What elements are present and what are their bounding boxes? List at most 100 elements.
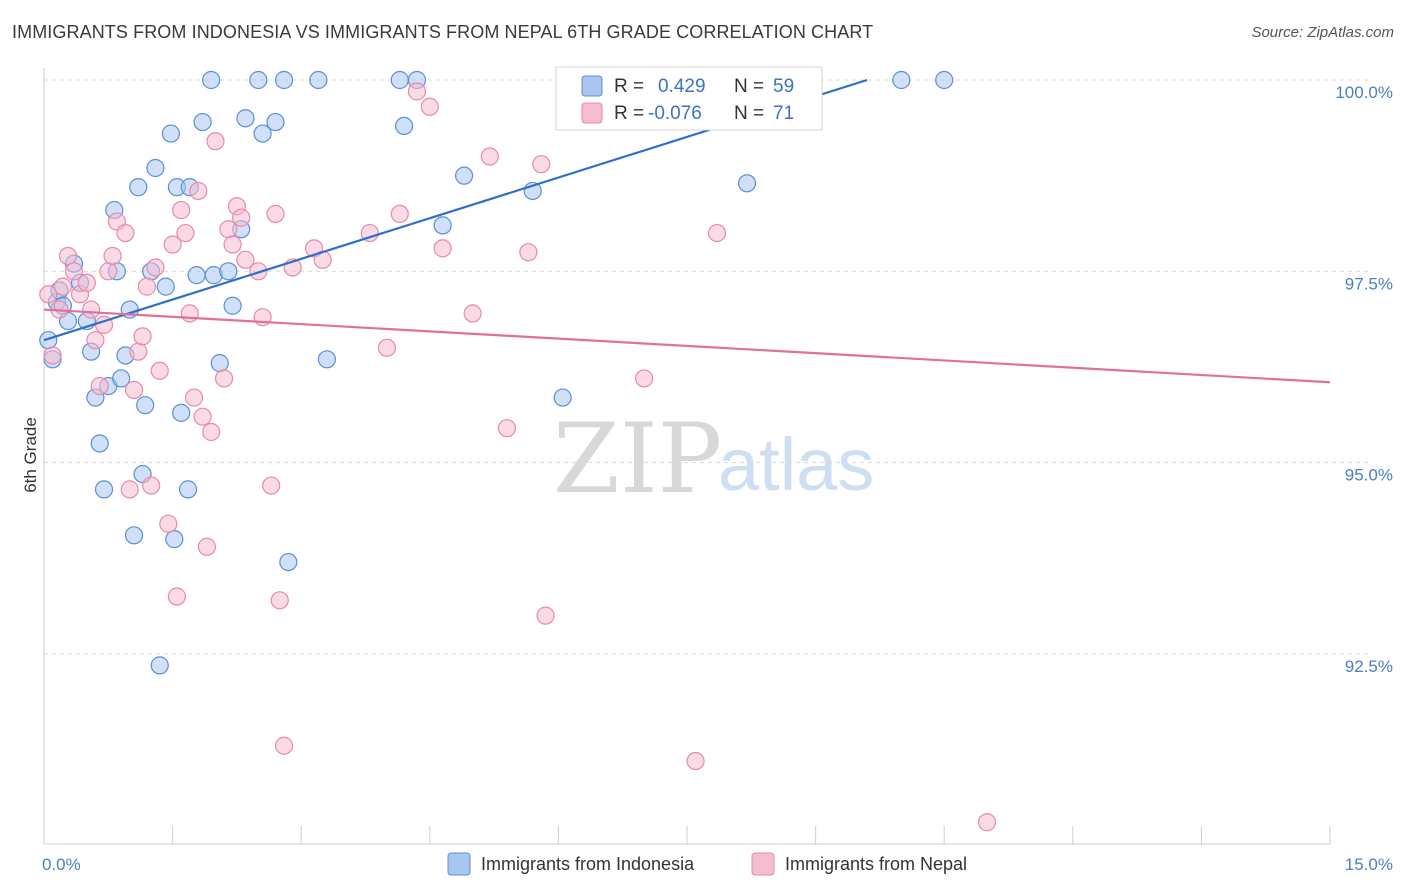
indonesia-point — [165, 530, 184, 549]
nepal-point — [202, 422, 221, 442]
indonesia-point — [394, 116, 414, 136]
y-tick-label: 97.5% — [1345, 274, 1393, 293]
nepal-point — [232, 208, 251, 227]
indonesia-point — [124, 526, 144, 545]
nepal-point — [53, 277, 72, 296]
nepal-point — [433, 239, 452, 258]
nepal-point — [236, 250, 255, 269]
grid-lines: 92.5% 95.0% 97.5% 100.0% — [44, 79, 1393, 676]
nepal-point — [82, 300, 101, 319]
indonesia-point — [309, 70, 328, 90]
indonesia-point — [454, 166, 474, 185]
indonesia-point — [279, 552, 298, 572]
indonesia-point — [156, 277, 175, 296]
nepal-trend-line — [43, 308, 1331, 384]
legend-swatch-nepal — [581, 102, 603, 124]
nepal-point — [180, 304, 199, 323]
nepal-point — [635, 369, 654, 388]
nepal-point — [86, 331, 105, 350]
indonesia-point — [737, 174, 757, 193]
nepal-point — [137, 277, 156, 296]
nepal-point — [519, 243, 538, 262]
bottom-legend-label-indonesia: Immigrants from Indonesia — [481, 854, 695, 874]
indonesia-point — [253, 124, 272, 143]
indonesia-point — [249, 70, 268, 90]
nepal-point — [480, 147, 499, 166]
legend-n-label-2: N = — [734, 103, 764, 124]
x-tick-label-max: 15.0% — [1345, 855, 1393, 874]
indonesia-point — [146, 158, 165, 178]
legend-r-value-2: -0.076 — [648, 103, 702, 124]
nepal-point — [103, 246, 122, 266]
nepal-point — [686, 751, 705, 771]
nepal-point — [163, 235, 182, 254]
legend-r-value-1: 0.429 — [658, 76, 706, 97]
nepal-point — [707, 223, 727, 243]
nepal-point — [206, 132, 225, 151]
nepal-point — [197, 537, 216, 556]
indonesia-point — [94, 480, 114, 499]
legend-r-label-2: R = — [614, 103, 644, 124]
indonesia-point — [112, 369, 131, 388]
indonesia-point — [236, 109, 255, 128]
nepal-point — [274, 736, 294, 755]
nepal-point — [167, 587, 186, 606]
indonesia-point — [935, 70, 954, 90]
legend-r-label-1: R = — [614, 76, 644, 97]
nepal-point — [150, 361, 169, 380]
nepal-point — [176, 223, 195, 243]
nepal-point — [142, 476, 161, 495]
indonesia-point — [172, 403, 191, 422]
nepal-point — [189, 181, 208, 201]
bottom-legend: Immigrants from Indonesia Immigrants fro… — [447, 852, 967, 876]
nepal-point — [463, 304, 482, 323]
indonesia-point — [210, 354, 229, 373]
nepal-point — [420, 97, 439, 116]
legend-n-value-2: 71 — [773, 103, 794, 124]
nepal-point — [120, 480, 139, 499]
nepal-point — [497, 419, 517, 438]
nepal-point — [193, 407, 212, 426]
nepal-point — [43, 346, 62, 365]
indonesia-point — [90, 434, 109, 453]
indonesia-point — [129, 178, 148, 197]
indonesia-point — [202, 70, 221, 90]
nepal-point — [90, 376, 109, 396]
y-tick-label: 95.0% — [1345, 466, 1393, 485]
watermark-atlas: atlas — [718, 423, 874, 506]
nepal-point — [377, 338, 397, 357]
indonesia-point — [433, 216, 452, 235]
indonesia-point — [161, 124, 180, 143]
nepal-point — [58, 246, 78, 266]
nepal-point — [184, 388, 204, 407]
nepal-point — [223, 235, 242, 254]
correlation-legend: R = 0.429 N = 59 R = -0.076 N = 71 — [555, 66, 823, 131]
nepal-point — [270, 591, 289, 610]
indonesia-point — [219, 262, 238, 281]
indonesia-point — [317, 350, 337, 369]
watermark-zip: ZIP — [553, 403, 722, 515]
indonesia-point — [178, 480, 198, 499]
nepal-point — [39, 285, 58, 304]
nepal-point — [129, 342, 148, 361]
nepal-point — [146, 258, 165, 277]
nepal-point — [407, 82, 427, 101]
indonesia-point — [150, 656, 169, 675]
legend-swatch-indonesia — [581, 75, 603, 97]
indonesia-point — [193, 112, 212, 132]
bottom-legend-swatch-indonesia — [447, 852, 471, 876]
nepal-point — [64, 262, 84, 281]
nepal-point — [99, 262, 118, 281]
indonesia-point — [553, 388, 572, 407]
indonesia-point — [390, 70, 409, 90]
nepal-point — [262, 476, 281, 495]
nepal-point — [124, 380, 144, 400]
indonesia-point — [39, 331, 58, 350]
nepal-point — [266, 204, 285, 224]
nepal-point — [360, 223, 379, 243]
indonesia-point — [892, 70, 911, 90]
indonesia-point — [274, 70, 294, 90]
nepal-point — [77, 273, 96, 292]
y-tick-label: 92.5% — [1345, 657, 1393, 676]
